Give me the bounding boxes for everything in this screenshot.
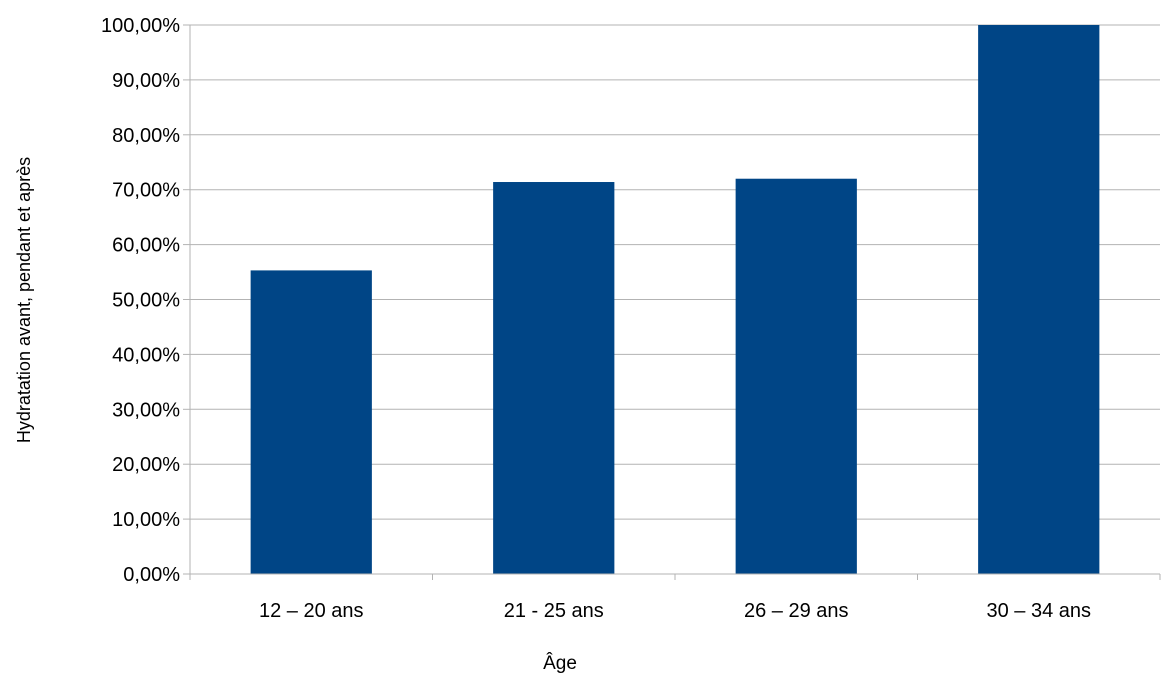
x-tick-label: 30 – 34 ans: [986, 600, 1091, 622]
bar-3: [735, 178, 857, 574]
y-tick-label: 50,00%: [112, 290, 180, 312]
y-axis-label: Hydratation avant, pendant et après: [14, 157, 34, 443]
bar-4: [978, 25, 1100, 574]
y-tick-label: 20,00%: [112, 454, 180, 476]
y-tick-label: 30,00%: [112, 399, 180, 421]
y-tick-label: 80,00%: [112, 125, 180, 147]
y-tick-label: 0,00%: [123, 564, 180, 586]
x-axis-label: Âge: [543, 652, 577, 674]
y-tick-label: 90,00%: [112, 70, 180, 92]
x-tick-label: 12 – 20 ans: [259, 600, 364, 622]
x-tick-label: 21 - 25 ans: [504, 600, 604, 622]
bars: [250, 25, 1100, 575]
bar-1: [250, 270, 372, 574]
y-tick-label: 100,00%: [101, 15, 180, 37]
y-tick-label: 70,00%: [112, 180, 180, 202]
y-tick-label: 60,00%: [112, 235, 180, 257]
y-tick-label: 10,00%: [112, 509, 180, 531]
x-tick-labels: 12 – 20 ans 21 - 25 ans 26 – 29 ans 30 – 34…: [259, 600, 1091, 622]
x-tick-label: 26 – 29 ans: [744, 600, 849, 622]
y-tick-labels: 0,00% 10,00% 20,00% 30,00% 40,00% 50,00% 60,00…: [101, 15, 180, 586]
bar-2: [493, 182, 615, 575]
y-tick-label: 40,00%: [112, 344, 180, 366]
axes: [183, 24, 1161, 580]
